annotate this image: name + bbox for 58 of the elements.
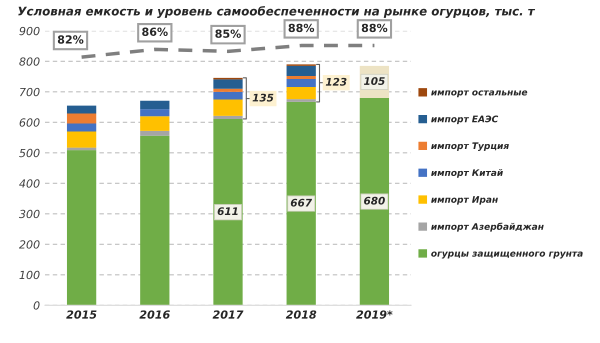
x-tick-label: 2015 bbox=[66, 310, 96, 319]
bar bbox=[213, 79, 243, 89]
legend-label: импорт Китай bbox=[431, 169, 503, 178]
y-tick-label: 100 bbox=[19, 270, 40, 280]
legend-label: импорт Иран bbox=[431, 196, 498, 205]
data-label: 105 bbox=[364, 77, 385, 85]
y-tick-label: 900 bbox=[19, 26, 40, 36]
annotation: 135 bbox=[252, 94, 274, 102]
legend-label: импорт ЕАЭС bbox=[431, 116, 498, 124]
bar bbox=[140, 136, 170, 306]
y-tick-label: 800 bbox=[19, 57, 40, 66]
y-tick-label: 0 bbox=[34, 301, 40, 310]
bar bbox=[140, 100, 170, 110]
bar bbox=[213, 99, 243, 116]
x-tick-label: 2017 bbox=[212, 310, 244, 319]
bar bbox=[286, 102, 316, 306]
legend-label: импорт Азербайджан bbox=[431, 222, 544, 232]
legend-label: огурцы защищенного грунта bbox=[431, 252, 583, 259]
y-tick-label: 300 bbox=[18, 210, 40, 218]
y-tick-label: 700 bbox=[20, 88, 40, 96]
bar bbox=[286, 66, 316, 76]
legend-label: импорт остальные bbox=[431, 90, 528, 98]
bar bbox=[213, 118, 243, 306]
bar bbox=[140, 130, 170, 136]
y-tick-label: 500 bbox=[19, 148, 40, 158]
x-tick-label: 2019* bbox=[356, 310, 393, 319]
bar bbox=[140, 109, 170, 116]
y-tick-label: 200 bbox=[18, 240, 40, 249]
bar bbox=[140, 116, 170, 131]
data-label: 611 bbox=[218, 207, 238, 216]
chart-title: Условная емкость и уровень самообеспеченности на рынке огурцов, тыс. т bbox=[18, 6, 536, 18]
bar bbox=[66, 113, 96, 124]
legend-label: импорт Турция bbox=[431, 142, 509, 151]
data-label: 680 bbox=[364, 196, 385, 205]
annotation: 123 bbox=[326, 78, 346, 86]
bar bbox=[286, 99, 316, 102]
bar bbox=[213, 116, 243, 119]
bar bbox=[66, 148, 96, 150]
x-tick-label: 2016 bbox=[139, 310, 170, 319]
bar bbox=[66, 106, 96, 114]
bar bbox=[213, 92, 243, 100]
data-label: 667 bbox=[290, 198, 312, 207]
bar bbox=[213, 88, 243, 92]
data-label: 86% bbox=[142, 28, 168, 36]
data-label: 85% bbox=[215, 29, 241, 38]
bar bbox=[286, 86, 316, 100]
y-tick-label: 400 bbox=[19, 179, 40, 188]
bar bbox=[66, 124, 96, 132]
bar bbox=[66, 131, 96, 148]
data-label: 82% bbox=[58, 35, 84, 44]
bar bbox=[286, 79, 316, 87]
bar bbox=[286, 76, 316, 80]
data-label: 88% bbox=[288, 24, 314, 32]
bar bbox=[360, 98, 390, 306]
data-label: 88% bbox=[362, 24, 388, 32]
x-tick-label: 2018 bbox=[286, 310, 316, 319]
bar bbox=[66, 150, 96, 306]
y-tick-label: 600 bbox=[20, 118, 40, 127]
